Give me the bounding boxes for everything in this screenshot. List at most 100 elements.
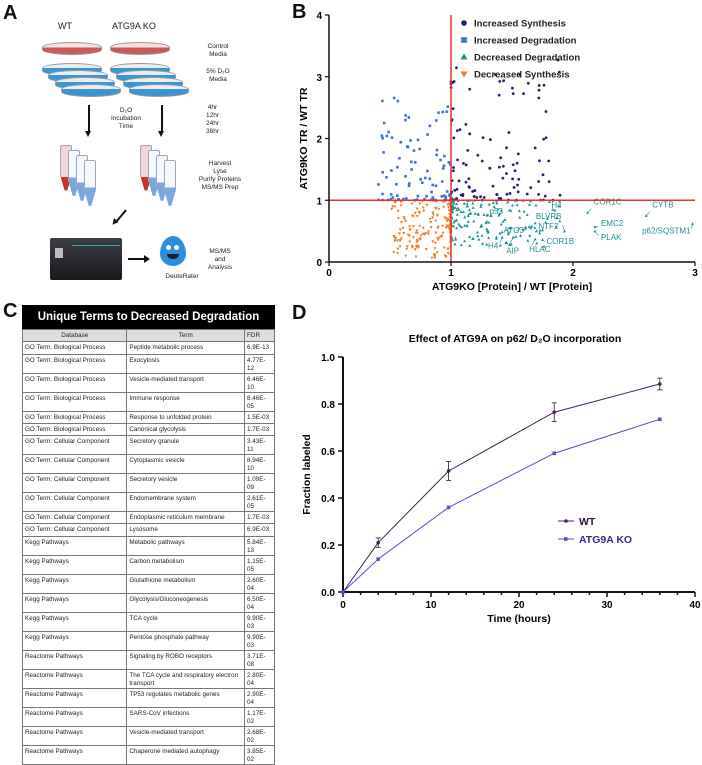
label-leader bbox=[508, 237, 514, 246]
data-point bbox=[459, 210, 463, 214]
legend-marker bbox=[564, 537, 568, 541]
point-label: CYTB bbox=[652, 201, 673, 210]
data-point bbox=[416, 138, 420, 142]
data-point bbox=[414, 245, 418, 249]
data-point bbox=[454, 237, 458, 241]
data-point bbox=[518, 73, 522, 77]
table-row: Reactome Pathways Vesicle-mediated transp… bbox=[21, 725, 275, 746]
data-point bbox=[396, 165, 399, 169]
data-point bbox=[457, 179, 461, 183]
data-point bbox=[495, 201, 499, 205]
data-point bbox=[500, 230, 504, 234]
data-point bbox=[409, 139, 412, 142]
table-row: Reactome Pathways The TCA cycle and respi… bbox=[21, 668, 275, 689]
data-point bbox=[486, 230, 490, 234]
data-point bbox=[442, 246, 446, 250]
data-point bbox=[446, 469, 451, 473]
cell-database: GO Term: Cellular Component bbox=[21, 511, 128, 525]
data-point bbox=[466, 220, 470, 223]
cell-term: SARS-CoV infections bbox=[126, 706, 246, 727]
x-tick-label: 30 bbox=[601, 600, 613, 611]
data-point bbox=[442, 205, 446, 209]
table-row: GO Term: Biological Process Peptide metab… bbox=[21, 341, 275, 355]
data-point bbox=[404, 219, 408, 223]
data-point bbox=[488, 167, 492, 170]
data-point bbox=[513, 169, 517, 173]
data-point bbox=[435, 251, 439, 255]
data-point bbox=[507, 131, 511, 134]
table-title: Unique Terms to Decreased Degradation bbox=[22, 305, 275, 329]
data-point bbox=[468, 244, 472, 247]
data-point bbox=[522, 209, 526, 213]
data-point bbox=[547, 159, 551, 163]
data-point bbox=[525, 192, 529, 196]
y-tick-label: 3 bbox=[316, 73, 322, 84]
data-point bbox=[465, 204, 469, 208]
panel-label-d: D bbox=[292, 302, 307, 324]
data-point bbox=[392, 250, 396, 254]
data-point bbox=[498, 231, 502, 235]
data-point bbox=[511, 86, 514, 90]
data-point bbox=[415, 207, 419, 211]
data-point bbox=[433, 241, 437, 245]
cell-fdr: 3.85E-02 bbox=[244, 744, 275, 765]
cell-database: GO Term: Biological Process bbox=[21, 422, 128, 437]
point-label: H4 bbox=[551, 201, 562, 210]
data-point bbox=[399, 204, 403, 208]
data-point bbox=[376, 540, 381, 545]
data-point bbox=[524, 226, 528, 230]
data-point bbox=[519, 234, 523, 237]
data-point bbox=[341, 590, 345, 594]
table-row: GO Term: Biological Process Canonical gly… bbox=[21, 422, 275, 437]
data-point bbox=[391, 196, 395, 199]
data-point bbox=[404, 118, 407, 122]
y-tick-label: 0.2 bbox=[321, 541, 335, 552]
cell-database: GO Term: Cellular Component bbox=[21, 523, 128, 537]
data-point bbox=[464, 163, 468, 167]
data-point bbox=[419, 237, 423, 241]
data-point bbox=[424, 232, 428, 235]
data-point bbox=[381, 192, 384, 196]
label-leader bbox=[542, 239, 546, 243]
data-point bbox=[445, 110, 448, 114]
cell-fdr: 9.90E-03 bbox=[244, 630, 275, 651]
data-point bbox=[442, 164, 446, 168]
data-point bbox=[381, 99, 384, 103]
point-label: COR1B bbox=[547, 237, 575, 246]
data-point bbox=[440, 200, 444, 204]
data-point bbox=[421, 206, 425, 210]
data-point bbox=[431, 211, 435, 215]
data-point bbox=[467, 177, 471, 181]
data-point bbox=[511, 177, 514, 181]
data-point bbox=[415, 240, 419, 244]
cell-fdr: 1.17E-02 bbox=[244, 706, 275, 727]
data-point bbox=[455, 187, 459, 191]
data-point bbox=[461, 192, 465, 196]
point-label: p62/SQSTM1 bbox=[642, 227, 691, 236]
data-point bbox=[479, 202, 483, 206]
data-point bbox=[399, 221, 403, 224]
d2o-media-label: 5% D₂O Media bbox=[206, 68, 230, 83]
data-point bbox=[506, 232, 510, 236]
data-point bbox=[428, 177, 432, 180]
data-point bbox=[391, 205, 395, 209]
data-point bbox=[398, 239, 402, 243]
data-point bbox=[464, 122, 468, 126]
table-row: GO Term: Cellular Component Secretory ves… bbox=[21, 473, 275, 494]
cell-fdr: 2.68E-02 bbox=[244, 725, 275, 746]
data-point bbox=[396, 247, 400, 251]
d2o-dish bbox=[129, 84, 189, 97]
data-point bbox=[440, 180, 444, 183]
cell-fdr: 2.90E-04 bbox=[244, 687, 275, 708]
data-point bbox=[458, 128, 462, 132]
data-point bbox=[553, 208, 557, 212]
data-point bbox=[533, 237, 537, 241]
point-label: PLAK bbox=[601, 233, 622, 242]
data-point bbox=[434, 231, 438, 235]
data-point bbox=[479, 205, 483, 208]
point-label: H4 bbox=[488, 241, 499, 250]
data-point bbox=[453, 188, 457, 192]
data-point bbox=[511, 92, 515, 96]
data-point bbox=[443, 254, 447, 258]
data-point bbox=[542, 244, 546, 248]
